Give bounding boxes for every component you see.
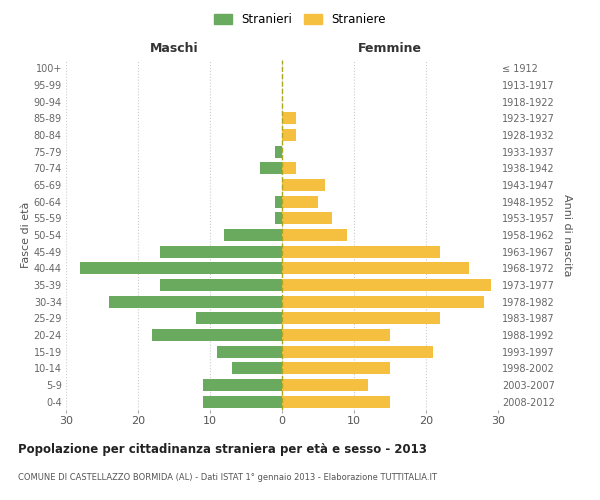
Bar [152, 329, 282, 341]
Bar [224, 229, 282, 241]
Bar [282, 312, 440, 324]
Bar [282, 212, 332, 224]
Bar [282, 329, 390, 341]
Bar [282, 362, 390, 374]
Bar [80, 262, 282, 274]
Bar [203, 379, 282, 391]
Text: Popolazione per cittadinanza straniera per età e sesso - 2013: Popolazione per cittadinanza straniera p… [18, 442, 427, 456]
Bar [282, 346, 433, 358]
Bar [109, 296, 282, 308]
Bar [282, 162, 296, 174]
Bar [282, 196, 318, 207]
Bar [282, 179, 325, 191]
Y-axis label: Anni di nascita: Anni di nascita [562, 194, 572, 276]
Bar [160, 279, 282, 291]
Bar [282, 129, 296, 141]
Legend: Stranieri, Straniere: Stranieri, Straniere [209, 8, 391, 31]
Bar [282, 396, 390, 407]
Bar [282, 262, 469, 274]
Bar [282, 379, 368, 391]
Bar [232, 362, 282, 374]
Bar [282, 279, 491, 291]
Bar [196, 312, 282, 324]
Bar [217, 346, 282, 358]
Text: Femmine: Femmine [358, 42, 422, 55]
Bar [275, 212, 282, 224]
Bar [282, 246, 440, 258]
Bar [203, 396, 282, 407]
Bar [282, 296, 484, 308]
Y-axis label: Fasce di età: Fasce di età [20, 202, 31, 268]
Bar [282, 229, 347, 241]
Text: COMUNE DI CASTELLAZZO BORMIDA (AL) - Dati ISTAT 1° gennaio 2013 - Elaborazione T: COMUNE DI CASTELLAZZO BORMIDA (AL) - Dat… [18, 472, 437, 482]
Bar [260, 162, 282, 174]
Bar [160, 246, 282, 258]
Bar [275, 146, 282, 158]
Bar [282, 112, 296, 124]
Bar [275, 196, 282, 207]
Text: Maschi: Maschi [149, 42, 199, 55]
